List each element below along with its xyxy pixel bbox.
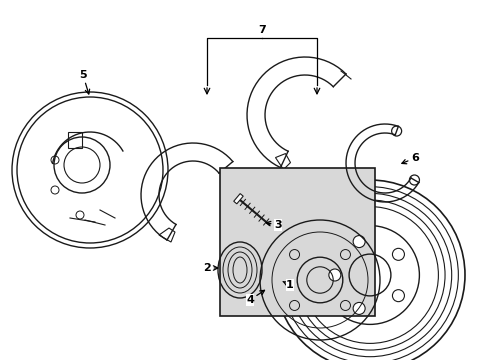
- Text: 6: 6: [401, 153, 418, 164]
- Text: 3: 3: [265, 220, 281, 230]
- Text: 1: 1: [283, 280, 293, 290]
- Circle shape: [328, 269, 340, 281]
- Circle shape: [392, 290, 404, 302]
- Text: 7: 7: [258, 25, 265, 35]
- Bar: [220, 168, 374, 316]
- Text: 2: 2: [203, 263, 217, 273]
- Circle shape: [352, 235, 365, 248]
- Circle shape: [352, 302, 365, 314]
- Circle shape: [320, 226, 419, 324]
- Circle shape: [392, 248, 404, 260]
- Text: 5: 5: [79, 70, 89, 94]
- Text: 4: 4: [245, 290, 264, 305]
- Polygon shape: [233, 194, 243, 204]
